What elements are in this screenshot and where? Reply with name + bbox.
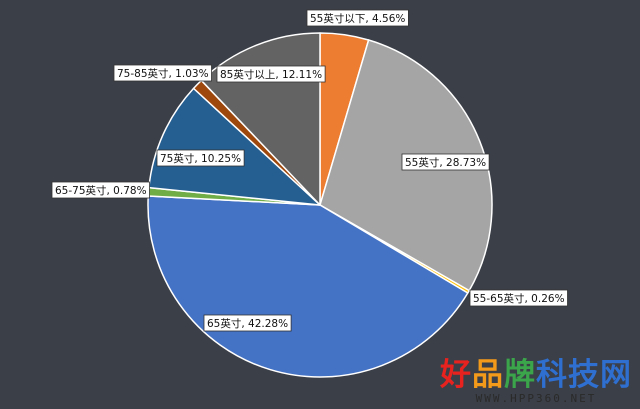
slice-label-box bbox=[156, 149, 245, 167]
slice-label-text: 75-85英寸, 1.03% bbox=[117, 67, 209, 80]
slice-labels: 55英寸以下, 4.56% 55英寸, 28.73% 55-65英寸, 0.26% 6… bbox=[51, 9, 568, 332]
slice-label: 75-85英寸, 1.03% bbox=[113, 64, 212, 82]
slice-label-box bbox=[203, 314, 292, 332]
slice-label-box bbox=[469, 289, 568, 307]
slice-label-text: 85英寸以上, 12.11% bbox=[220, 68, 322, 81]
slice-label-box bbox=[51, 181, 150, 199]
watermark-url: WWW.HPP360.NET bbox=[475, 392, 597, 405]
slice-label: 55英寸, 28.73% bbox=[401, 153, 490, 171]
slice-label: 85英寸以上, 12.11% bbox=[216, 65, 326, 83]
watermark-title: 好品牌科技网 bbox=[440, 358, 632, 392]
slice-label-box bbox=[306, 9, 409, 27]
watermark: 好品牌科技网 WWW.HPP360.NET bbox=[440, 358, 632, 405]
slice-label: 75英寸, 10.25% bbox=[156, 149, 245, 167]
slice-label-box bbox=[113, 64, 212, 82]
watermark-char: 牌 bbox=[504, 357, 536, 393]
slice-label-text: 75英寸, 10.25% bbox=[160, 152, 241, 165]
slice-label-box bbox=[216, 65, 326, 83]
watermark-char: 技 bbox=[568, 357, 600, 393]
slice-label-text: 55英寸以下, 4.56% bbox=[310, 12, 405, 25]
slice-label: 65英寸, 42.28% bbox=[203, 314, 292, 332]
slice-label-box bbox=[401, 153, 490, 171]
watermark-char: 品 bbox=[472, 357, 504, 393]
pie-slices bbox=[147, 32, 493, 378]
slice-label-text: 55-65英寸, 0.26% bbox=[473, 292, 565, 305]
slice-label-text: 65英寸, 42.28% bbox=[207, 317, 288, 330]
watermark-char: 科 bbox=[536, 357, 568, 393]
slice-label: 55-65英寸, 0.26% bbox=[469, 289, 568, 307]
watermark-char: 网 bbox=[600, 357, 632, 393]
slice-label-text: 55英寸, 28.73% bbox=[405, 156, 486, 169]
pie-slice bbox=[147, 195, 469, 378]
slice-label-text: 65-75英寸, 0.78% bbox=[55, 184, 147, 197]
slice-label: 65-75英寸, 0.78% bbox=[51, 181, 150, 199]
watermark-char: 好 bbox=[440, 357, 472, 393]
slice-label: 55英寸以下, 4.56% bbox=[306, 9, 409, 27]
